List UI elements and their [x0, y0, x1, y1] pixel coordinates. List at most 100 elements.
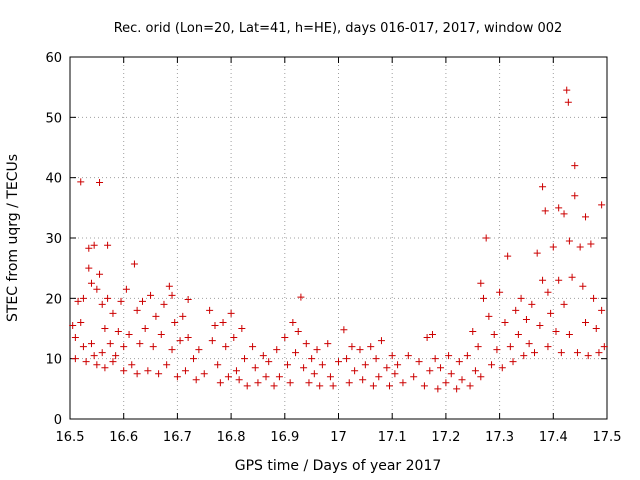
data-point — [531, 349, 539, 357]
data-point — [190, 355, 198, 363]
data-point — [420, 382, 428, 390]
data-point — [560, 300, 568, 308]
data-point — [305, 379, 313, 387]
data-point — [447, 370, 455, 378]
y-tick-label: 40 — [45, 172, 62, 187]
data-point — [106, 340, 114, 348]
data-point — [568, 273, 576, 281]
y-tick-label: 0 — [54, 413, 62, 428]
data-point — [90, 352, 98, 360]
data-point — [249, 343, 257, 351]
y-tick-label: 10 — [45, 353, 62, 368]
data-point — [254, 379, 262, 387]
data-point — [316, 382, 324, 390]
data-point — [482, 234, 490, 242]
data-point — [155, 370, 163, 378]
data-point — [96, 270, 104, 278]
data-point — [504, 252, 512, 260]
data-point — [85, 264, 93, 272]
data-point — [192, 376, 200, 384]
data-point — [388, 352, 396, 360]
data-point — [434, 385, 442, 393]
x-axis-label: GPS time / Days of year 2017 — [235, 458, 442, 474]
y-tick-label: 30 — [45, 232, 62, 247]
data-point — [565, 237, 573, 245]
data-point — [265, 358, 273, 366]
data-point — [313, 346, 321, 354]
data-point — [391, 370, 399, 378]
data-point — [582, 318, 590, 326]
data-point — [227, 309, 235, 317]
data-point — [541, 207, 549, 215]
data-point — [297, 293, 305, 301]
data-point — [160, 300, 168, 308]
data-point — [587, 240, 595, 248]
data-point — [104, 294, 112, 302]
data-point — [533, 249, 541, 257]
data-point — [318, 361, 326, 369]
data-point — [595, 349, 603, 357]
data-point — [555, 276, 563, 284]
data-point — [259, 352, 267, 360]
data-point — [130, 260, 138, 268]
data-point — [184, 334, 192, 342]
data-point — [79, 294, 87, 302]
x-tick-label: 16.5 — [56, 430, 85, 445]
data-point — [238, 325, 246, 332]
data-point — [563, 86, 571, 94]
data-point — [356, 346, 364, 354]
data-point — [404, 352, 412, 360]
data-point — [222, 343, 230, 351]
data-point — [214, 361, 222, 369]
data-point — [560, 210, 568, 218]
data-point — [171, 318, 179, 326]
data-point — [555, 204, 563, 212]
data-point — [428, 331, 436, 339]
data-point — [230, 334, 238, 342]
data-point — [493, 346, 501, 354]
data-point — [302, 340, 310, 348]
data-point — [79, 343, 87, 351]
data-point — [522, 315, 530, 323]
data-point — [520, 352, 528, 360]
data-point — [71, 334, 79, 342]
data-point — [564, 98, 572, 106]
data-point — [469, 328, 477, 336]
data-point — [584, 352, 592, 360]
data-point — [98, 349, 106, 357]
data-point — [565, 331, 573, 339]
data-point — [141, 325, 149, 332]
data-point — [114, 328, 122, 336]
data-point — [369, 382, 377, 390]
data-point — [224, 373, 232, 381]
axis-ticks — [69, 56, 608, 420]
data-point — [133, 306, 141, 314]
data-point — [477, 373, 485, 381]
data-point — [109, 309, 117, 317]
data-point — [90, 241, 98, 249]
data-point — [104, 241, 112, 249]
data-point — [431, 355, 439, 363]
data-point — [372, 355, 380, 363]
data-point — [93, 361, 101, 369]
data-point — [445, 352, 453, 360]
data-point — [292, 349, 300, 357]
data-point — [87, 279, 95, 287]
data-point — [128, 361, 136, 369]
data-point — [453, 385, 461, 393]
data-point — [386, 382, 394, 390]
data-point — [96, 178, 104, 186]
data-point — [343, 355, 351, 363]
data-point — [98, 300, 106, 308]
data-point — [498, 364, 506, 372]
data-point — [101, 364, 109, 372]
data-point — [394, 361, 402, 369]
data-point — [138, 297, 146, 305]
data-point — [289, 318, 297, 326]
data-point — [144, 367, 152, 375]
data-point — [600, 343, 608, 351]
data-point — [208, 337, 216, 345]
data-point — [120, 367, 128, 375]
x-tick-label: 17.3 — [485, 430, 514, 445]
